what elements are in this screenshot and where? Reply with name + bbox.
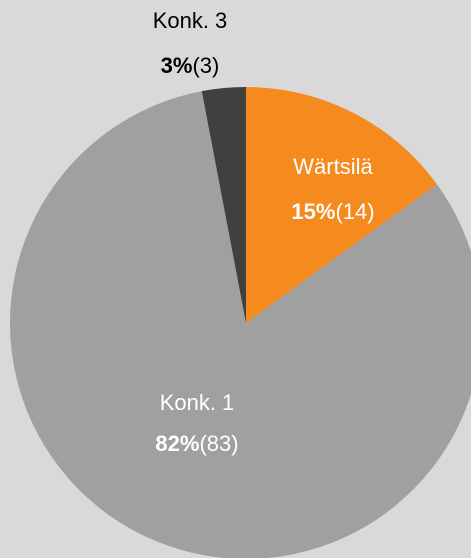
pie-slice [10, 91, 471, 558]
value-label: 82% [155, 431, 199, 456]
value-label: 15% [291, 199, 335, 224]
slice-value: 82%(83) [155, 431, 238, 456]
count-label: (3) [192, 53, 219, 78]
pie-slice [201, 87, 246, 323]
slice-label: Wärtsilä [293, 154, 373, 179]
slice-value: 3%(3) [161, 53, 220, 78]
slice-label: Konk. 1 [160, 390, 235, 415]
count-label: (83) [199, 431, 238, 456]
pie-slice [246, 87, 437, 323]
count-label: (14) [335, 199, 374, 224]
slice-label: Konk. 3 [153, 8, 228, 33]
slice-value: 15%(14) [291, 199, 374, 224]
value-label: 3% [161, 53, 193, 78]
